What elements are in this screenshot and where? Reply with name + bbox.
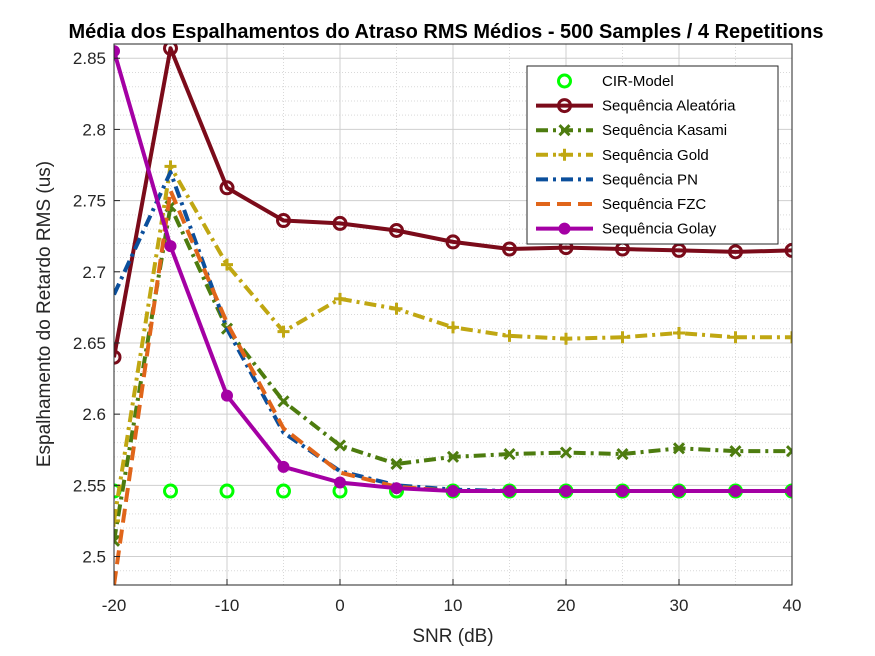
data-point xyxy=(446,450,460,463)
data-point xyxy=(334,292,346,305)
data-point xyxy=(221,258,233,271)
data-point xyxy=(729,445,742,458)
x-tick-label: -20 xyxy=(102,596,127,615)
y-tick-label: 2.7 xyxy=(82,263,106,282)
data-point xyxy=(786,485,792,498)
legend-item: Sequência Kasami xyxy=(536,122,727,139)
data-point xyxy=(445,234,461,250)
series-sequ-ncia-kasami xyxy=(114,200,792,547)
data-point xyxy=(277,460,290,473)
y-tick-label: 2.85 xyxy=(73,49,106,68)
data-point xyxy=(221,389,233,402)
legend-swatch-marker xyxy=(558,222,571,235)
data-point xyxy=(672,442,686,455)
data-point xyxy=(728,244,743,260)
data-point xyxy=(560,485,572,498)
legend-label: Sequência PN xyxy=(602,171,698,188)
x-tick-label: 10 xyxy=(444,596,463,615)
data-point xyxy=(390,482,403,495)
legend-item: Sequência Golay xyxy=(536,221,717,238)
data-point xyxy=(729,485,742,498)
data-point xyxy=(219,483,235,499)
series-line xyxy=(114,46,792,358)
y-tick-label: 2.55 xyxy=(73,476,106,495)
series-layer xyxy=(114,44,792,585)
y-tick-label: 2.8 xyxy=(82,120,106,139)
data-point xyxy=(114,534,121,547)
legend-label: Sequência Aleatória xyxy=(602,98,736,115)
data-point xyxy=(114,45,120,58)
data-point xyxy=(786,331,792,344)
legend-item: Sequência Aleatória xyxy=(536,98,736,115)
data-point xyxy=(390,302,403,315)
legend-item: Sequência PN xyxy=(536,171,698,188)
data-point xyxy=(673,485,685,498)
data-point xyxy=(277,395,290,408)
legend-swatch-marker xyxy=(557,73,572,89)
data-point xyxy=(616,485,629,498)
x-tick-label: 30 xyxy=(670,596,689,615)
chart-title: Média dos Espalhamentos do Atraso RMS Mé… xyxy=(69,21,824,43)
legend-swatch-marker xyxy=(558,124,571,137)
data-point xyxy=(503,447,516,461)
data-point xyxy=(390,457,403,471)
x-tick-label: 40 xyxy=(783,596,802,615)
data-point xyxy=(333,439,347,452)
data-point xyxy=(114,514,120,527)
legend-label: Sequência Kasami xyxy=(602,122,727,139)
data-point xyxy=(163,44,178,56)
data-point xyxy=(389,223,404,239)
data-point xyxy=(163,483,178,499)
series-sequ-ncia-gold xyxy=(114,160,792,527)
legend-swatch-marker xyxy=(557,98,572,114)
data-point xyxy=(276,213,291,229)
ticks: -20 -10 0 10 20 30 40 2.5 2.55 2.6 2.65 2.7 2.75 2.8 2… xyxy=(73,49,802,615)
legend: CIR-Model Sequência Aleatória Sequência Ka… xyxy=(526,65,779,245)
data-point xyxy=(219,180,235,196)
data-point xyxy=(334,476,346,489)
data-point xyxy=(502,241,517,257)
legend-label: CIR-Model xyxy=(602,73,674,90)
data-point xyxy=(332,215,348,231)
legend-label: Sequência Gold xyxy=(602,147,709,164)
data-point xyxy=(114,349,122,365)
data-point xyxy=(784,242,792,258)
x-tick-label: 20 xyxy=(557,596,576,615)
data-point xyxy=(729,331,742,344)
legend-label: Sequência Golay xyxy=(602,221,717,238)
x-tick-label: -10 xyxy=(215,596,240,615)
legend-swatch-marker xyxy=(558,148,571,161)
y-tick-label: 2.5 xyxy=(82,548,106,567)
data-point xyxy=(503,485,516,498)
data-point xyxy=(503,329,516,342)
data-point xyxy=(559,446,573,459)
x-axis-label: SNR (dB) xyxy=(412,626,493,647)
y-axis-label: Espalhamento do Retardo RMS (us) xyxy=(34,161,55,467)
legend-item: CIR-Model xyxy=(557,73,674,90)
data-point xyxy=(164,240,177,253)
legend-item: Sequência Gold xyxy=(536,147,709,164)
data-point xyxy=(616,331,629,344)
data-point xyxy=(673,327,685,340)
data-point xyxy=(616,447,629,461)
data-point xyxy=(447,485,459,498)
data-point xyxy=(276,483,291,499)
data-point xyxy=(277,325,290,338)
series-sequ-ncia-golay xyxy=(114,45,792,498)
y-tick-label: 2.6 xyxy=(82,405,106,424)
legend-label: Sequência FZC xyxy=(602,196,706,213)
data-point xyxy=(560,332,572,345)
y-tick-label: 2.65 xyxy=(73,334,106,353)
data-point xyxy=(785,445,792,458)
y-tick-label: 2.75 xyxy=(73,192,106,211)
legend-item: Sequência FZC xyxy=(536,196,706,213)
data-point xyxy=(447,321,459,334)
x-tick-label: 0 xyxy=(335,596,344,615)
